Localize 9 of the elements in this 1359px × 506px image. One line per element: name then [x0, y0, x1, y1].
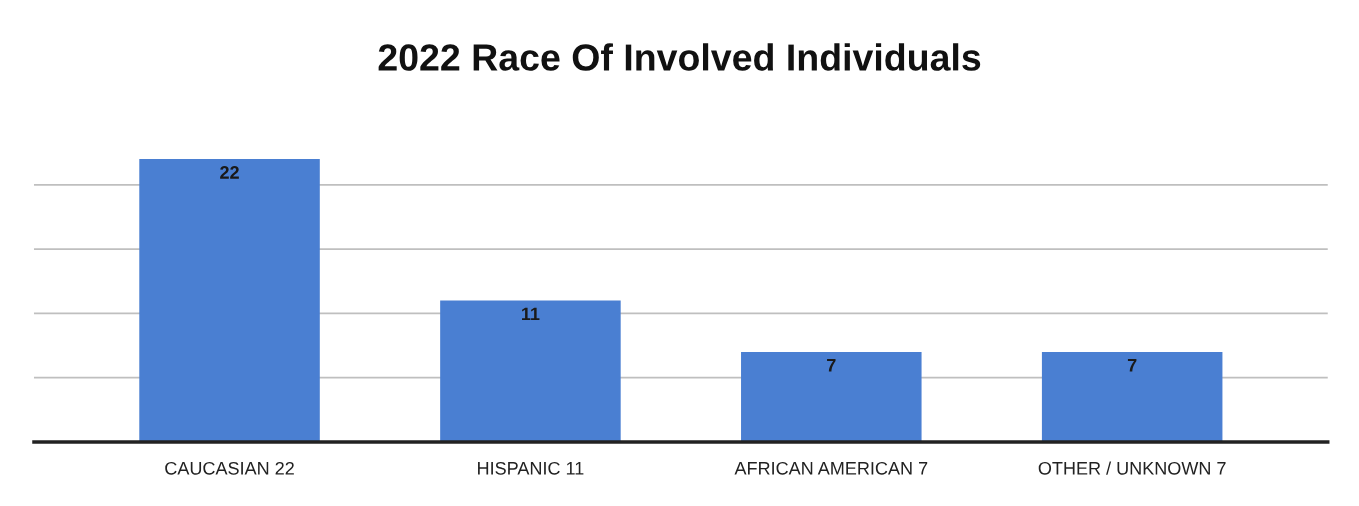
x-tick-label: AFRICAN AMERICAN 7 [734, 461, 928, 475]
x-tick-label: OTHER / UNKNOWN 7 [1038, 461, 1226, 475]
x-tick-label: HISPANIC 11 [478, 461, 584, 475]
data-label: 11 [522, 307, 540, 321]
data-label: 22 [220, 166, 239, 179]
x-tick-label: CAUCASIAN 22 [165, 461, 294, 475]
data-label: 7 [1127, 359, 1137, 372]
chart-title: 2022 Race Of Involved Individuals [378, 43, 981, 71]
data-label: 7 [827, 359, 836, 372]
